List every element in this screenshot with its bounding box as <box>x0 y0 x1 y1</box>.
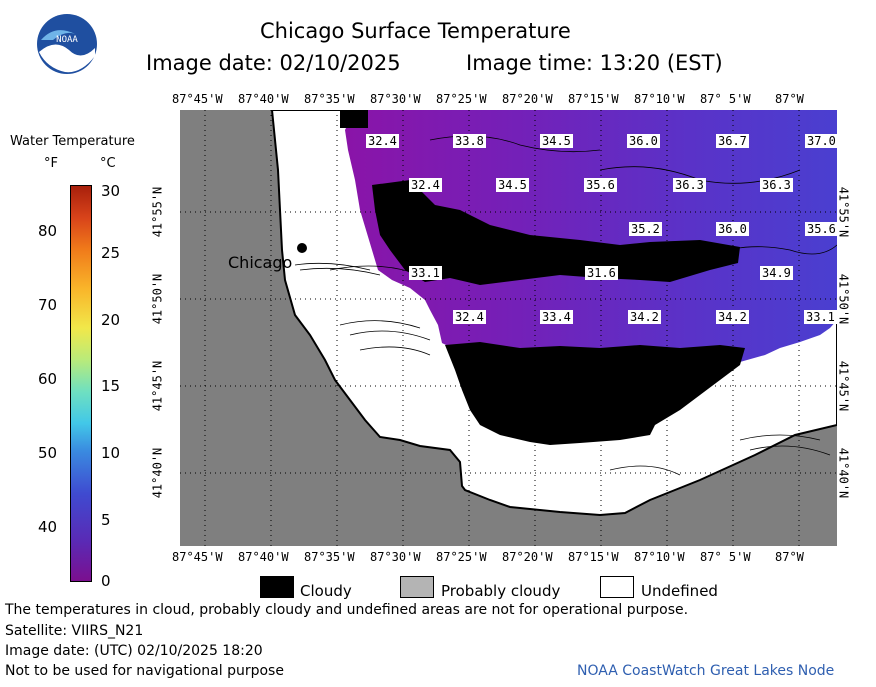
page-title: Chicago Surface Temperature <box>260 19 571 43</box>
unit-celsius: °C <box>100 156 116 171</box>
temp-label: 31.6 <box>585 266 618 280</box>
lon-label: 87°25'W <box>436 92 487 106</box>
f-tick: 80 <box>38 222 58 240</box>
lon-label: 87°45'W <box>172 550 223 564</box>
temp-label: 32.4 <box>366 134 399 148</box>
temp-label: 33.8 <box>453 134 486 148</box>
temp-label: 32.4 <box>409 178 442 192</box>
cloud-area <box>372 180 740 285</box>
lon-label: 87°20'W <box>502 550 553 564</box>
lon-label: 87°30'W <box>370 550 421 564</box>
c-tick: 15 <box>101 377 121 395</box>
temp-label: 36.3 <box>673 178 706 192</box>
temp-label: 36.0 <box>627 134 660 148</box>
lon-label: 87°W <box>775 550 804 564</box>
city-label-chicago: Chicago <box>228 253 293 272</box>
lon-label: 87°35'W <box>304 92 355 106</box>
temp-label: 36.0 <box>716 222 749 236</box>
c-tick: 30 <box>101 182 121 200</box>
credit-text: NOAA CoastWatch Great Lakes Node <box>577 663 835 679</box>
lon-label: 87°15'W <box>568 92 619 106</box>
lon-label: 87°40'W <box>238 92 289 106</box>
lon-label: 87°20'W <box>502 92 553 106</box>
legend-label-undefined: Undefined <box>641 582 718 600</box>
water-area <box>345 110 837 365</box>
lat-label: 41°50'N <box>150 273 165 325</box>
temp-label: 34.2 <box>716 310 749 324</box>
legend-swatch-cloudy <box>260 576 294 598</box>
lat-label: 41°55'N <box>150 186 165 238</box>
lat-label: 41°55'N <box>836 186 851 238</box>
temp-label: 34.5 <box>496 178 529 192</box>
lon-label: 87°10'W <box>634 92 685 106</box>
unit-fahrenheit: °F <box>44 156 58 171</box>
temperature-map <box>180 110 837 546</box>
image-date: Image date: 02/10/2025 <box>146 51 401 75</box>
image-time: Image time: 13:20 (EST) <box>466 51 723 75</box>
temp-label: 36.7 <box>716 134 749 148</box>
legend-swatch-undefined <box>600 576 634 598</box>
f-tick: 50 <box>38 444 58 462</box>
f-tick: 40 <box>38 518 58 536</box>
lon-label: 87°W <box>775 92 804 106</box>
cloud-area <box>340 110 368 128</box>
lon-label: 87°35'W <box>304 550 355 564</box>
temp-label: 35.6 <box>805 222 838 236</box>
temp-label: 33.4 <box>540 310 573 324</box>
c-tick: 5 <box>101 511 111 529</box>
lon-label: 87°30'W <box>370 92 421 106</box>
temp-label: 37.0 <box>805 134 838 148</box>
lon-label: 87°10'W <box>634 550 685 564</box>
colorbar <box>70 185 92 582</box>
navigation-warning: Not to be used for navigational purpose <box>5 663 284 679</box>
noaa-logo: NOAA <box>37 14 97 74</box>
legend-swatch-probably-cloudy <box>400 576 434 598</box>
cloud-area <box>445 342 745 445</box>
lat-label: 41°45'N <box>150 360 165 412</box>
temp-label: 34.9 <box>760 266 793 280</box>
legend-label-probably-cloudy: Probably cloudy <box>441 582 561 600</box>
temp-label: 32.4 <box>453 310 486 324</box>
temp-label: 35.2 <box>629 222 662 236</box>
satellite-text: Satellite: VIIRS_N21 <box>5 623 144 639</box>
temp-label: 33.1 <box>409 266 442 280</box>
c-tick: 25 <box>101 244 121 262</box>
temp-label: 33.1 <box>804 310 837 324</box>
lon-label: 87°45'W <box>172 92 223 106</box>
c-tick: 10 <box>101 444 121 462</box>
lat-label: 41°50'N <box>836 273 851 325</box>
lat-label: 41°40'N <box>836 447 851 499</box>
lon-label: 87°40'W <box>238 550 289 564</box>
lon-label: 87°25'W <box>436 550 487 564</box>
logo-text: NOAA <box>56 35 78 45</box>
colorbar-title: Water Temperature <box>10 134 135 149</box>
lon-label: 87°15'W <box>568 550 619 564</box>
lon-label: 87° 5'W <box>700 550 751 564</box>
c-tick: 0 <box>101 572 111 590</box>
utc-date-text: Image date: (UTC) 02/10/2025 18:20 <box>5 643 263 659</box>
lat-label: 41°45'N <box>836 360 851 412</box>
temp-label: 35.6 <box>584 178 617 192</box>
disclaimer-text: The temperatures in cloud, probably clou… <box>5 602 689 618</box>
f-tick: 70 <box>38 296 58 314</box>
temp-label: 34.5 <box>540 134 573 148</box>
c-tick: 20 <box>101 311 121 329</box>
lat-label: 41°40'N <box>150 447 165 499</box>
lon-label: 87° 5'W <box>700 92 751 106</box>
f-tick: 60 <box>38 370 58 388</box>
temp-label: 36.3 <box>760 178 793 192</box>
chicago-marker <box>297 243 307 253</box>
legend-label-cloudy: Cloudy <box>300 582 352 600</box>
temp-label: 34.2 <box>628 310 661 324</box>
